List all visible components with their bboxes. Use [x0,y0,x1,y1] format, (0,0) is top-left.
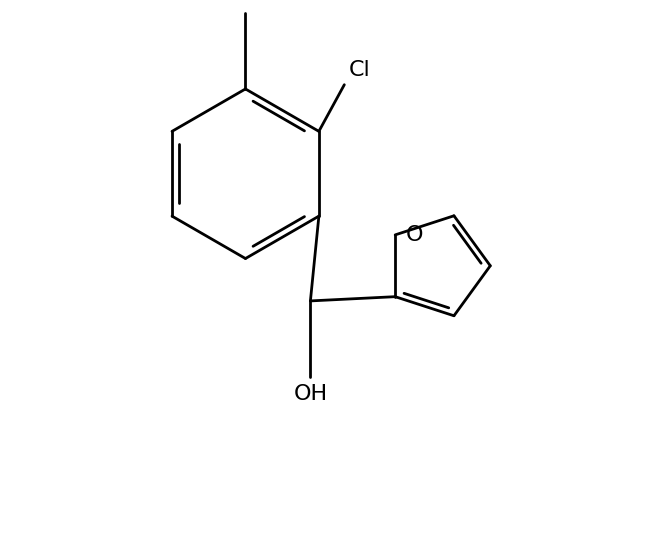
Text: Cl: Cl [349,60,370,81]
Text: O: O [406,225,423,245]
Text: OH: OH [293,384,327,404]
